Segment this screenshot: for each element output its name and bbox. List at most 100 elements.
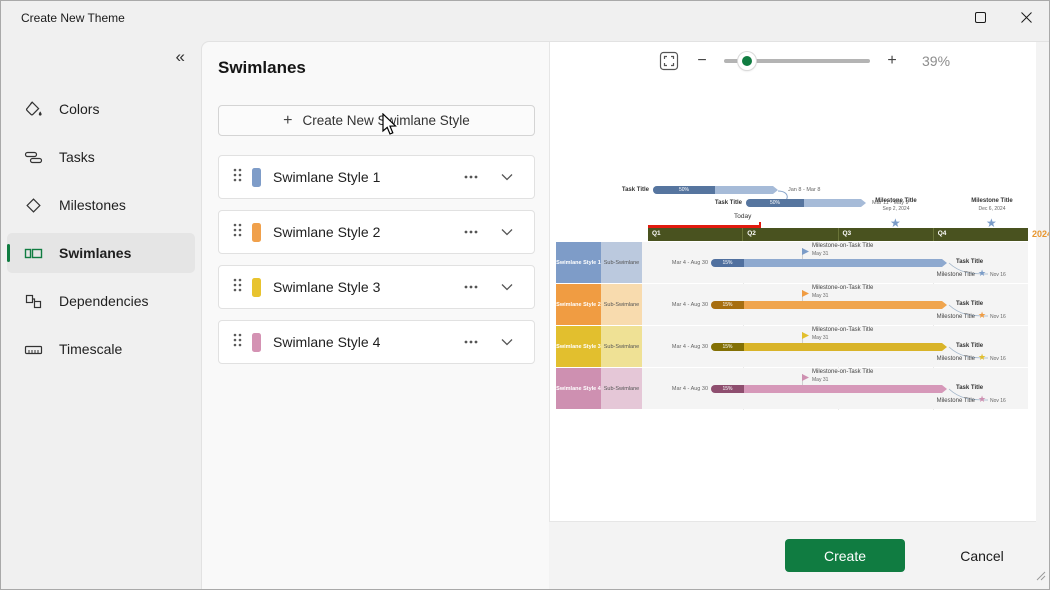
ellipsis-icon [464,175,478,179]
zoom-out-button[interactable]: − [697,52,707,69]
zoom-slider-track[interactable] [724,59,870,63]
sidebar-item-swimlanes[interactable]: Swimlanes [7,233,195,273]
resize-grip[interactable] [1036,568,1046,586]
milestone-star-icon: ★ [978,352,987,362]
milestone-on-task-date: May 31 [812,377,829,383]
maximize-button[interactable] [957,1,1003,34]
titlebar: Create New Theme [1,1,1049,34]
task-progress-segment: 15% [711,259,744,267]
preview-panel: − + 39% Task Title 50% Jan 8 - Mar 8 [549,42,1049,522]
swimlanes-icon [23,243,43,263]
swimlanes-panel: Swimlanes + Create New Swimlane Style Sw… [202,42,549,589]
sidebar-item-tasks[interactable]: Tasks [7,137,195,177]
milestone-date: Nov 16 [990,314,1006,320]
task-progress-segment: 15% [711,343,744,351]
sidebar-item-dependencies[interactable]: Dependencies [7,281,195,321]
fit-to-screen-icon [659,51,679,71]
gantt-rows: Swimlane Style 1 Sub-Swimlane Milestone-… [556,242,1028,410]
task-title-label: Task Title [714,200,742,206]
zoom-in-button[interactable]: + [887,52,897,69]
more-options-button[interactable] [458,329,484,355]
zoom-slider-thumb[interactable] [738,52,756,70]
milestone-star-icon: ★ [978,268,987,278]
dialog-footer: Create Cancel [549,522,1049,589]
timescale-band: Q1 Q2 Q3 Q4 [648,228,1028,241]
task-dates: Mar 11 - May 9 [872,200,909,206]
style-color-swatch [252,332,261,352]
swimlane-task-area: Milestone-on-Task Title May 31 Mar 4 - A… [642,368,1028,409]
sidebar-collapse-button[interactable]: « [175,47,185,66]
expand-style-button[interactable] [494,219,520,245]
task-progress-segment: 15% [711,301,744,309]
milestone-date: Nov 16 [990,356,1006,362]
sidebar-item-label: Colors [59,101,100,117]
task-dates: Mar 4 - Aug 30 [671,386,708,392]
swimlane-name-cell: Swimlane Style 4 [556,368,601,409]
more-options-button[interactable] [458,219,484,245]
milestone-on-task-flag-icon [802,290,809,297]
style-label: Swimlane Style 1 [273,169,381,185]
milestone-date: Nov 16 [990,272,1006,278]
task-bars-icon [23,147,43,167]
ellipsis-icon [464,285,478,289]
style-label: Swimlane Style 3 [273,279,381,295]
drag-handle-icon[interactable] [233,223,242,242]
sidebar-item-label: Tasks [59,149,95,165]
close-icon [1020,12,1032,23]
milestone-title: Milestone Title [936,356,975,362]
sub-swimlane-cell: Sub-Swimlane [601,368,642,409]
more-options-button[interactable] [458,164,484,190]
milestone-on-task-title: Milestone-on-Task Title [812,285,874,291]
swimlane-style-row[interactable]: Swimlane Style 1 [218,155,535,199]
sidebar-item-label: Swimlanes [59,245,132,261]
milestone-title: Milestone Title [875,198,917,204]
expand-style-button[interactable] [494,329,520,355]
task-dates: Mar 4 - Aug 30 [671,344,708,350]
task-bar: 15% [711,343,947,351]
sidebar-item-colors[interactable]: Colors [7,89,195,129]
cancel-button[interactable]: Cancel [942,539,1022,572]
sidebar-item-milestones[interactable]: Milestones [7,185,195,225]
milestone-on-task-title: Milestone-on-Task Title [812,243,874,249]
drag-handle-icon[interactable] [233,278,242,297]
milestone-on-task-date: May 31 [812,293,829,299]
gantt-swimlane-row: Swimlane Style 4 Sub-Swimlane Milestone-… [556,368,1028,409]
swimlane-style-row[interactable]: Swimlane Style 4 [218,320,535,364]
swimlane-task-area: Milestone-on-Task Title May 31 Mar 4 - A… [642,326,1028,367]
style-color-swatch [252,222,261,242]
milestone-on-task-date: May 31 [812,335,829,341]
plus-icon: + [283,111,293,129]
expand-style-button[interactable] [494,164,520,190]
task-progress-segment: 15% [711,385,744,393]
task-bar: 15% [711,259,947,267]
swimlane-style-row[interactable]: Swimlane Style 2 [218,210,535,254]
fit-to-screen-button[interactable] [658,50,680,72]
chevron-down-icon [501,174,513,181]
milestone-leader-line [948,388,989,401]
expand-style-button[interactable] [494,274,520,300]
task-bar: 50% [653,186,778,194]
milestone-star-icon: ★ [890,216,901,230]
quarter-label: Q3 [839,228,934,241]
drag-handle-icon[interactable] [233,333,242,352]
milestone-date: Dec 6, 2024 [978,206,1006,212]
task-progress: 15% [722,385,733,392]
sidebar-item-label: Dependencies [59,293,149,309]
create-button[interactable]: Create [785,539,905,572]
zoom-slider[interactable] [724,52,870,70]
today-label: Today [734,213,752,220]
paint-bucket-icon [23,99,43,119]
swimlane-style-row[interactable]: Swimlane Style 3 [218,265,535,309]
drag-handle-icon[interactable] [233,168,242,187]
more-options-button[interactable] [458,274,484,300]
ellipsis-icon [464,230,478,234]
gantt-swimlane-row: Swimlane Style 2 Sub-Swimlane Milestone-… [556,284,1028,325]
close-button[interactable] [1003,1,1049,34]
milestone-on-task-flag-icon [802,248,809,255]
window-title: Create New Theme [21,10,125,25]
sidebar-item-timescale[interactable]: Timescale [7,329,195,369]
task-bar-fill [744,301,947,309]
swimlane-name-cell: Swimlane Style 1 [556,242,601,283]
create-new-swimlane-style-button[interactable]: + Create New Swimlane Style [218,105,535,136]
milestone-date: Sep 2, 2024 [882,206,910,212]
